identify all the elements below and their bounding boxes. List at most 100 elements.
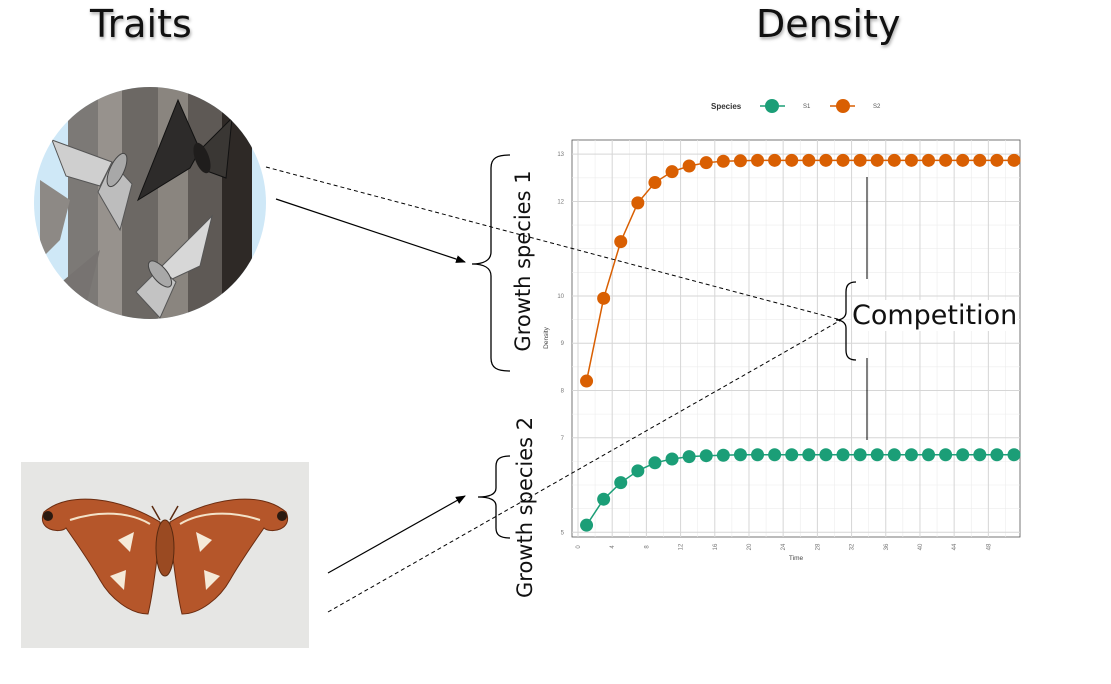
series-s2-point: [939, 153, 953, 167]
legend-s2-label: S2: [873, 104, 881, 110]
series-s1-point: [990, 448, 1004, 462]
series-s2-point: [836, 153, 850, 167]
x-tick-label: 48: [986, 543, 992, 550]
series-s1-point: [682, 450, 696, 464]
series-s2-point: [699, 156, 713, 170]
series-s2-point: [973, 153, 987, 167]
chart-legend: Species S1 S2: [711, 99, 881, 113]
series-s1-point: [819, 448, 833, 462]
x-tick-label: 36: [884, 543, 890, 550]
series-s1-point: [733, 448, 747, 462]
growth-species-1-label: Growth species 1: [511, 170, 535, 352]
series-s1-point: [887, 448, 901, 462]
series-s2-point: [990, 153, 1004, 167]
legend-s1-marker: [765, 99, 779, 113]
series-s2-point: [648, 176, 662, 190]
series-s1-point: [716, 448, 730, 462]
x-tick-label: 20: [747, 543, 753, 550]
series-s1-point: [648, 456, 662, 470]
x-tick-label: 16: [713, 543, 719, 550]
series-s2-point: [580, 374, 594, 388]
series-s2-point: [733, 154, 747, 168]
series-s1-point: [956, 448, 970, 462]
legend-s1-label: S1: [803, 104, 811, 110]
series-s1-point: [751, 448, 765, 462]
series-s1-point: [785, 448, 799, 462]
y-tick-label: 9: [561, 341, 565, 347]
x-tick-label: 4: [610, 545, 616, 549]
x-tick-label: 12: [679, 543, 685, 550]
series-s1-point: [853, 448, 867, 462]
series-s2-point: [716, 154, 730, 168]
series-s2-point: [819, 153, 833, 167]
growth-species-2-label: Growth species 2: [513, 416, 537, 598]
series-s1-point: [580, 518, 594, 532]
dark-moth: [136, 98, 233, 202]
growth-species-2-brace: [477, 455, 511, 539]
y-tick-label: 13: [557, 152, 564, 158]
y-tick-label: 10: [557, 294, 564, 300]
series-s1-point: [1007, 448, 1021, 462]
series-s2-point: [751, 153, 765, 167]
series-s2-point: [768, 153, 782, 167]
y-tick-label: 5: [561, 530, 565, 536]
light-moth-bottom: [135, 214, 213, 319]
series-s2-point: [956, 153, 970, 167]
x-tick-label: 40: [918, 543, 924, 550]
series-s2-point: [802, 153, 816, 167]
competition-brace: [835, 281, 857, 361]
y-tick-label: 8: [561, 388, 565, 394]
series-s1-point: [922, 448, 936, 462]
traits-title: Traits: [90, 2, 192, 46]
series-s2-point: [665, 165, 679, 179]
x-tick-label: 24: [781, 543, 787, 550]
series-s1-point: [699, 449, 713, 463]
series-layer: [580, 153, 1021, 532]
x-tick-label: 32: [850, 543, 856, 550]
series-s2-point: [853, 153, 867, 167]
series-s2-point: [904, 153, 918, 167]
series-s2-point: [614, 235, 628, 249]
series-s2-point: [785, 153, 799, 167]
plot-grid: [572, 140, 1020, 537]
y-tick-label: 7: [561, 436, 565, 442]
series-s1-point: [614, 476, 628, 490]
series-s1-point: [768, 448, 782, 462]
x-tick-label: 28: [815, 543, 821, 550]
series-s1-point: [802, 448, 816, 462]
growth-species-1-brace: [471, 154, 511, 372]
series-s1-point: [631, 464, 645, 478]
x-tick-label: 8: [644, 545, 650, 549]
y-tick-label: 12: [557, 199, 564, 205]
series-s1-point: [836, 448, 850, 462]
x-tick-label: 44: [952, 543, 958, 550]
arrow-traits2-to-growth2: [327, 495, 466, 574]
density-title: Density: [756, 2, 901, 46]
y-axis-label: Density: [543, 326, 550, 348]
x-tick-label: 0: [576, 545, 582, 549]
series-s2-point: [682, 159, 696, 173]
series-s1-point: [665, 452, 679, 466]
dashed-traits2-to-competition: [327, 319, 842, 613]
series-s1-point: [870, 448, 884, 462]
series-s1-point: [904, 448, 918, 462]
series-s2-point: [922, 153, 936, 167]
series-s2-point: [597, 291, 611, 305]
x-axis-label: Time: [789, 555, 804, 562]
legend-title: Species: [711, 102, 742, 111]
light-moth-left: [51, 139, 133, 232]
series-s2-point: [1007, 153, 1021, 167]
series-s1-point: [597, 492, 611, 506]
arrow-traits1-to-growth1: [275, 198, 466, 263]
series-s1-point: [939, 448, 953, 462]
series-s2-point: [887, 153, 901, 167]
series-s2-point: [870, 153, 884, 167]
moths-on-tree-image: [34, 87, 266, 319]
atlas-moth-image: [21, 462, 309, 648]
legend-s2-marker: [836, 99, 850, 113]
series-s2-point: [631, 196, 645, 210]
competition-label: Competition: [852, 300, 1018, 331]
